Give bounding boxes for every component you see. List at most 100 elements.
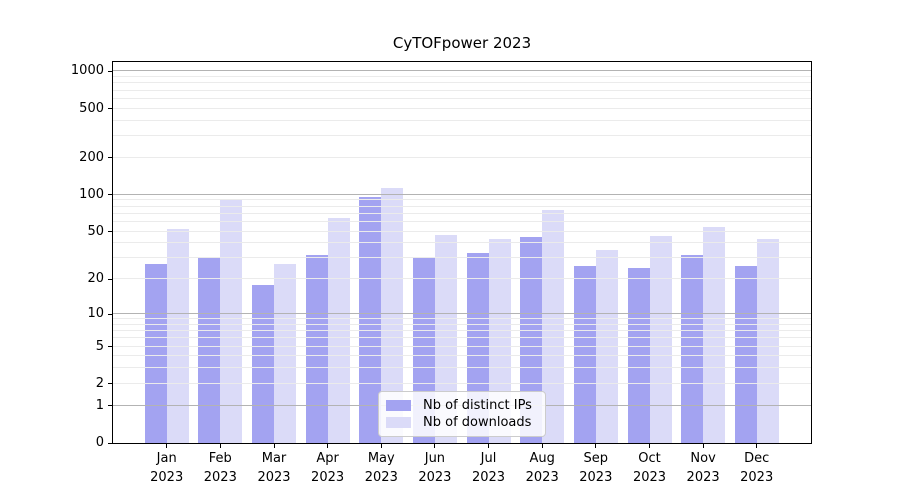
x-tick-label: Aug 2023 xyxy=(512,449,572,487)
y-tick-mark xyxy=(108,278,112,280)
y-tick-mark xyxy=(108,313,112,315)
bar-downloads-may xyxy=(381,188,404,443)
x-tick-label: Nov 2023 xyxy=(673,449,733,487)
x-tick-mark xyxy=(702,444,704,448)
x-tick-mark xyxy=(488,444,489,448)
x-tick-label: Dec 2023 xyxy=(727,449,787,487)
x-tick-mark xyxy=(756,444,758,448)
y-tick-mark xyxy=(108,405,112,407)
x-tick-mark xyxy=(219,444,221,448)
y-tick-label: 5 xyxy=(95,338,104,354)
y-tick-mark xyxy=(108,194,112,196)
x-tick-year: 2023 xyxy=(471,470,506,485)
bar-distinct-ips-jan xyxy=(144,263,167,443)
legend-swatch-downloads xyxy=(386,417,411,429)
x-tick-label: Feb 2023 xyxy=(190,449,250,487)
gridline-minor xyxy=(113,367,811,369)
x-tick-label: Sep 2023 xyxy=(566,449,626,487)
x-tick-year: 2023 xyxy=(740,470,774,485)
x-tick-month: Feb xyxy=(208,451,232,466)
x-tick-year: 2023 xyxy=(150,470,184,485)
y-tick-label: 1000 xyxy=(70,63,104,79)
bar-downloads-aug xyxy=(542,210,565,443)
x-tick-year: 2023 xyxy=(525,470,559,485)
gridline-minor xyxy=(113,119,811,121)
x-tick-label: Jan 2023 xyxy=(137,449,197,487)
y-tick-label: 1 xyxy=(95,397,104,413)
gridline-minor xyxy=(113,355,811,357)
legend-label-distinct-ips: Nb of distinct IPs xyxy=(423,397,532,413)
legend-swatch-distinct-ips xyxy=(386,399,411,411)
gridline-minor xyxy=(113,76,811,77)
gridline-minor xyxy=(113,323,811,325)
gridline-minor xyxy=(113,107,811,109)
x-tick-month: Jan xyxy=(156,451,177,466)
gridline-minor xyxy=(113,318,811,320)
gridline-minor xyxy=(113,89,811,91)
x-tick-label: Jul 2023 xyxy=(459,449,519,487)
x-tick-label: Mar 2023 xyxy=(244,449,304,487)
y-tick-label: 20 xyxy=(87,271,104,287)
x-tick-mark xyxy=(327,444,329,448)
gridline-minor xyxy=(113,230,811,232)
gridline-minor xyxy=(113,205,811,207)
x-tick-label: Oct 2023 xyxy=(620,449,680,487)
x-tick-month: Aug xyxy=(529,451,555,466)
bar-distinct-ips-nov xyxy=(681,254,704,443)
x-tick-month: Nov xyxy=(690,451,716,466)
x-tick-month: Jul xyxy=(480,451,497,466)
x-tick-year: 2023 xyxy=(311,470,345,485)
y-tick-label: 500 xyxy=(79,100,104,116)
gridline-minor xyxy=(113,212,811,214)
legend-label-downloads: Nb of downloads xyxy=(423,415,532,431)
gridline-minor xyxy=(113,220,811,222)
bar-downloads-feb xyxy=(220,200,243,443)
chart-title: CyTOFpower 2023 xyxy=(392,34,532,52)
gridline-minor xyxy=(113,199,811,201)
legend: Nb of distinct IPs Nb of downloads xyxy=(378,391,546,437)
x-tick-label: Jun 2023 xyxy=(405,449,465,487)
legend-item-downloads: Nb of downloads xyxy=(386,415,537,430)
x-tick-mark xyxy=(595,444,597,448)
x-tick-year: 2023 xyxy=(579,470,613,485)
y-tick-mark xyxy=(108,231,112,232)
x-tick-mark xyxy=(273,444,275,448)
y-tick-label: 200 xyxy=(79,149,104,165)
legend-item-distinct-ips: Nb of distinct IPs xyxy=(386,398,537,413)
gridline-major xyxy=(113,313,811,314)
bar-distinct-ips-mar xyxy=(252,284,274,443)
bar-downloads-dec xyxy=(756,239,779,443)
gridline-minor xyxy=(113,382,811,384)
x-tick-month: Apr xyxy=(316,451,339,466)
gridline-minor xyxy=(113,156,811,158)
y-tick-label: 0 xyxy=(95,435,104,450)
x-tick-month: May xyxy=(367,451,395,466)
gridline-minor xyxy=(113,97,811,99)
gridline-minor xyxy=(113,278,811,280)
y-tick-label: 100 xyxy=(79,186,104,202)
gridline-major xyxy=(113,193,811,195)
y-tick-mark xyxy=(108,346,112,348)
y-tick-mark xyxy=(108,70,112,72)
y-tick-label: 10 xyxy=(87,306,104,321)
x-tick-year: 2023 xyxy=(257,470,291,485)
y-tick-mark xyxy=(108,108,112,110)
bar-distinct-ips-sep xyxy=(573,265,596,443)
x-tick-mark xyxy=(434,444,436,448)
bar-downloads-jun xyxy=(434,234,457,443)
y-tick-mark xyxy=(108,442,112,444)
x-tick-year: 2023 xyxy=(364,470,398,485)
x-tick-year: 2023 xyxy=(632,470,667,485)
bar-downloads-oct xyxy=(649,235,672,443)
x-tick-mark xyxy=(166,444,168,448)
bar-distinct-ips-may xyxy=(359,196,382,443)
gridline-minor xyxy=(113,242,811,244)
x-tick-month: Sep xyxy=(583,451,609,466)
x-tick-year: 2023 xyxy=(686,470,720,485)
x-tick-year: 2023 xyxy=(418,470,452,485)
gridline-major xyxy=(113,70,811,72)
plot-area xyxy=(113,62,811,443)
bar-downloads-mar xyxy=(274,263,296,443)
x-tick-mark xyxy=(541,444,543,448)
